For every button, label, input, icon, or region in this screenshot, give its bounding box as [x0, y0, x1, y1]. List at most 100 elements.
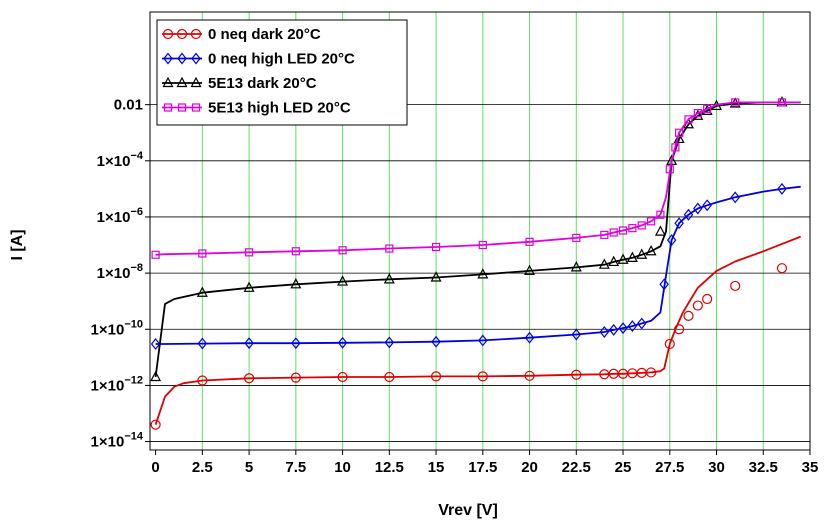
- data-point: [730, 191, 740, 204]
- x-tick-label: 32.5: [749, 459, 778, 476]
- data-point: [431, 242, 441, 252]
- data-point: [150, 370, 162, 382]
- legend-marker: [176, 76, 188, 88]
- data-point: [702, 199, 712, 212]
- data-point: [666, 234, 677, 247]
- data-point: [291, 247, 300, 256]
- data-point: [730, 280, 741, 292]
- data-point: [384, 371, 395, 383]
- legend-marker: [191, 52, 201, 65]
- series-2: [150, 182, 801, 350]
- x-tick-label: 22.5: [562, 459, 591, 476]
- data-point: [431, 335, 441, 348]
- data-point: [683, 310, 694, 321]
- data-point: [243, 281, 255, 292]
- legend-marker: [177, 52, 187, 65]
- x-tick-label: 35: [802, 459, 819, 476]
- x-tick-label: 20: [521, 459, 538, 476]
- data-point: [693, 109, 702, 118]
- data-point: [608, 323, 619, 336]
- plot-frame: [149, 11, 811, 451]
- x-axis-ticks: 0 2.5 5 7.5 10 12.5 15 17.5 20 22.5 25 27.5 30 32.5 35: [151, 450, 818, 476]
- x-tick-label: 10: [334, 459, 351, 476]
- y-axis-title: I [A]: [9, 229, 26, 260]
- data-point: [150, 337, 161, 350]
- legend-marker: [162, 76, 174, 88]
- data-point: [674, 324, 685, 335]
- data-point: [609, 228, 618, 237]
- data-point: [383, 273, 395, 284]
- x-tick-label: 17.5: [468, 459, 497, 476]
- legend-label: 0 neq high LED 20°C: [208, 51, 355, 68]
- data-point: [478, 334, 488, 347]
- y-tick-label: 1×10−8: [97, 262, 143, 282]
- data-point: [598, 258, 610, 269]
- data-point: [338, 246, 347, 255]
- data-point: [197, 375, 208, 386]
- data-point: [600, 230, 609, 239]
- x-tick-label: 30: [708, 459, 725, 476]
- y-tick-label: 0.01: [114, 97, 143, 114]
- data-point: [702, 293, 713, 305]
- data-point: [290, 372, 301, 383]
- y-tick-label: 1×10−12: [91, 374, 143, 394]
- data-point: [196, 286, 208, 297]
- data-point: [636, 248, 648, 259]
- data-point: [290, 278, 302, 289]
- data-point: [430, 371, 442, 382]
- x-axis-title: Vrev [V]: [438, 502, 498, 519]
- legend-marker: [176, 28, 188, 40]
- x-tick-label: 0: [151, 459, 159, 476]
- legend-marker: [191, 103, 201, 112]
- data-point: [627, 320, 638, 333]
- series-line: [155, 101, 801, 256]
- data-point: [478, 240, 487, 250]
- legend-marker: [163, 103, 173, 112]
- data-point: [384, 336, 395, 349]
- series-1: [150, 235, 802, 430]
- data-point: [671, 143, 680, 152]
- data-point: [198, 249, 207, 258]
- legend-entry: 5E13 high LED 20°C: [162, 100, 351, 117]
- data-point: [244, 337, 254, 350]
- data-point: [385, 244, 394, 253]
- series-4: [151, 98, 801, 259]
- data-point: [626, 251, 638, 262]
- data-point: [656, 210, 665, 219]
- legend-label: 0 neq dark 20°C: [208, 26, 321, 43]
- data-point: [337, 371, 348, 383]
- legend-marker: [190, 76, 202, 88]
- data-point: [571, 369, 582, 380]
- data-point: [243, 373, 255, 384]
- y-tick-label: 1×10−4: [97, 150, 144, 170]
- data-point: [244, 248, 254, 257]
- data-point: [693, 202, 703, 215]
- horizontal-gridlines: [150, 104, 810, 442]
- data-point: [570, 261, 582, 272]
- data-point: [524, 331, 535, 344]
- x-tick-label: 2.5: [192, 459, 213, 476]
- y-tick-label: 1×10−6: [97, 206, 143, 226]
- data-point: [777, 182, 787, 195]
- data-point: [637, 221, 646, 230]
- series-layer: [150, 96, 802, 430]
- x-tick-label: 15: [428, 459, 445, 476]
- data-point: [731, 98, 740, 107]
- legend: 0 neq dark 20°C 0 neq high LED 20°C 5E13 d…: [156, 19, 408, 126]
- data-point: [571, 328, 582, 341]
- legend-label: 5E13 dark 20°C: [208, 75, 317, 92]
- legend-entry: 5E13 dark 20°C: [162, 75, 317, 92]
- data-point: [645, 367, 657, 378]
- x-tick-label: 5: [245, 459, 253, 476]
- data-point: [525, 237, 534, 246]
- data-point: [337, 275, 349, 286]
- legend-entry: 0 neq dark 20°C: [162, 26, 321, 43]
- data-point: [477, 371, 488, 382]
- data-point: [524, 370, 535, 381]
- data-point: [524, 264, 536, 275]
- data-point: [572, 233, 581, 242]
- data-point: [675, 128, 684, 137]
- data-point: [430, 271, 442, 282]
- data-point: [150, 419, 161, 430]
